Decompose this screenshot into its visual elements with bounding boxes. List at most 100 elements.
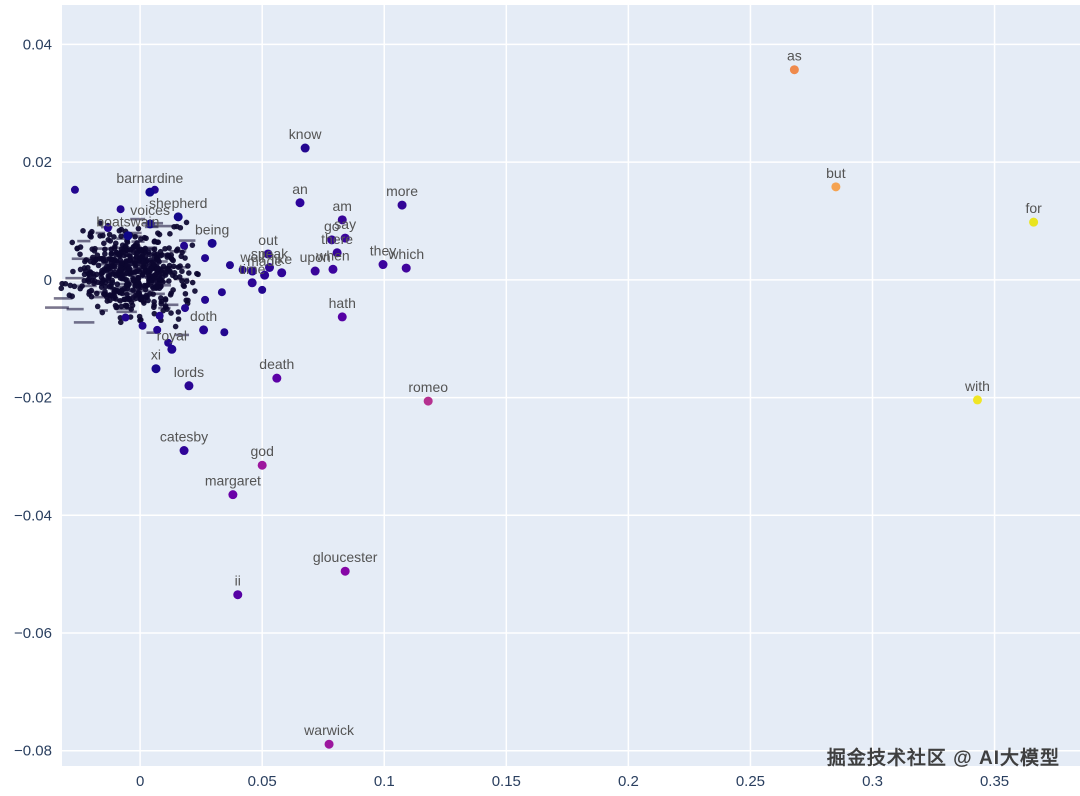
data-point-god[interactable]: [257, 460, 267, 470]
cluster-point[interactable]: [177, 224, 184, 231]
cluster-point[interactable]: [102, 288, 108, 295]
cluster-point[interactable]: [177, 263, 183, 269]
cluster-point[interactable]: [142, 245, 149, 252]
cluster-point[interactable]: [182, 255, 188, 261]
data-point-say[interactable]: [340, 233, 350, 243]
cluster-point[interactable]: [90, 254, 96, 261]
cluster-point[interactable]: [118, 260, 125, 266]
cluster-point[interactable]: [151, 302, 157, 308]
cluster-point[interactable]: [123, 303, 130, 310]
cluster-point[interactable]: [175, 309, 182, 315]
cluster-point[interactable]: [107, 268, 114, 275]
cluster-point[interactable]: [183, 278, 190, 284]
cluster-point[interactable]: [106, 231, 113, 238]
cluster-point[interactable]: [111, 286, 117, 293]
cluster-point[interactable]: [151, 246, 158, 253]
cluster-point[interactable]: [170, 287, 176, 293]
cluster-point[interactable]: [107, 256, 114, 263]
cluster-point[interactable]: [112, 269, 118, 276]
cluster-point[interactable]: [142, 286, 149, 293]
cluster-point[interactable]: [98, 284, 105, 290]
cluster-point[interactable]: [108, 282, 114, 288]
cluster-point[interactable]: [170, 257, 176, 264]
cluster-point[interactable]: [145, 297, 151, 304]
cluster-point[interactable]: [189, 242, 196, 248]
cluster-point[interactable]: [105, 273, 112, 279]
cluster-point[interactable]: [86, 288, 93, 295]
data-point[interactable]: [155, 311, 164, 320]
data-point[interactable]: [225, 261, 234, 270]
data-point-for[interactable]: [1029, 217, 1039, 227]
cluster-point[interactable]: [134, 240, 140, 246]
cluster-point[interactable]: [125, 295, 131, 302]
cluster-point[interactable]: [107, 292, 113, 298]
cluster-point[interactable]: [117, 275, 124, 281]
cluster-point[interactable]: [180, 282, 187, 289]
cluster-point[interactable]: [124, 277, 130, 283]
cluster-point[interactable]: [160, 278, 166, 285]
cluster-point[interactable]: [86, 272, 93, 278]
cluster-point[interactable]: [158, 300, 165, 307]
cluster-point[interactable]: [182, 290, 189, 297]
data-point-upon[interactable]: [310, 266, 320, 276]
cluster-point[interactable]: [146, 277, 153, 284]
data-point-an[interactable]: [295, 198, 305, 208]
data-point-speak[interactable]: [265, 262, 275, 272]
cluster-point[interactable]: [107, 238, 114, 244]
cluster-point[interactable]: [192, 288, 198, 294]
cluster-point[interactable]: [118, 287, 125, 293]
cluster-point[interactable]: [80, 228, 86, 234]
cluster-point[interactable]: [118, 233, 124, 240]
cluster-point[interactable]: [74, 245, 81, 252]
cluster-point[interactable]: [100, 269, 106, 275]
cluster-point[interactable]: [171, 270, 178, 276]
data-point-made[interactable]: [260, 270, 270, 280]
cluster-point[interactable]: [150, 285, 157, 291]
data-point-voices[interactable]: [145, 219, 155, 229]
cluster-point[interactable]: [97, 220, 103, 226]
cluster-point[interactable]: [112, 302, 119, 309]
cluster-point[interactable]: [130, 287, 136, 294]
data-point[interactable]: [238, 265, 247, 274]
data-point[interactable]: [180, 241, 189, 250]
cluster-point[interactable]: [111, 245, 118, 252]
data-point-they[interactable]: [378, 260, 388, 270]
data-point[interactable]: [164, 338, 173, 347]
data-point-doth[interactable]: [199, 325, 209, 335]
cluster-point[interactable]: [102, 251, 108, 257]
data-point-boatswain[interactable]: [123, 231, 133, 241]
cluster-point[interactable]: [67, 282, 74, 289]
data-point-being[interactable]: [207, 238, 217, 248]
data-point-well[interactable]: [247, 266, 257, 276]
cluster-point[interactable]: [128, 306, 135, 312]
cluster-point[interactable]: [162, 270, 169, 276]
data-point[interactable]: [121, 313, 130, 322]
cluster-point[interactable]: [157, 248, 164, 255]
cluster-point[interactable]: [134, 250, 140, 256]
cluster-point[interactable]: [82, 258, 88, 265]
cluster-point[interactable]: [90, 259, 97, 266]
data-point-when[interactable]: [328, 264, 338, 274]
cluster-point[interactable]: [91, 273, 97, 280]
cluster-point[interactable]: [102, 279, 109, 286]
cluster-point[interactable]: [111, 234, 117, 240]
cluster-point[interactable]: [59, 280, 65, 287]
cluster-point[interactable]: [66, 292, 73, 298]
cluster-point[interactable]: [130, 277, 137, 284]
data-point-death[interactable]: [272, 373, 282, 383]
cluster-point[interactable]: [141, 234, 148, 241]
data-point-ii[interactable]: [233, 590, 243, 600]
cluster-point[interactable]: [132, 233, 138, 240]
data-point[interactable]: [217, 288, 226, 297]
cluster-point[interactable]: [126, 252, 133, 259]
cluster-point[interactable]: [166, 278, 172, 284]
cluster-point[interactable]: [100, 255, 106, 262]
data-point-xi[interactable]: [151, 364, 161, 374]
cluster-point[interactable]: [147, 290, 153, 297]
cluster-point[interactable]: [91, 278, 98, 284]
cluster-point[interactable]: [102, 246, 108, 253]
data-point-more[interactable]: [397, 200, 407, 210]
cluster-point[interactable]: [135, 291, 141, 298]
cluster-point[interactable]: [171, 224, 177, 230]
data-point-royal[interactable]: [167, 344, 177, 354]
